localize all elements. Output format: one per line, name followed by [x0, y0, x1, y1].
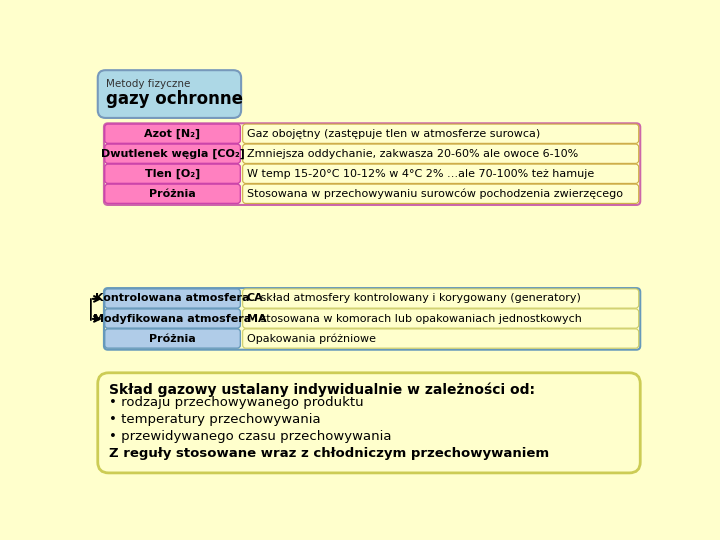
Text: Próżnia: Próżnia: [149, 334, 196, 343]
FancyBboxPatch shape: [104, 124, 240, 143]
FancyBboxPatch shape: [243, 309, 639, 328]
FancyBboxPatch shape: [104, 288, 640, 350]
Text: Azot [N₂]: Azot [N₂]: [145, 129, 201, 139]
FancyBboxPatch shape: [243, 144, 639, 164]
FancyBboxPatch shape: [243, 289, 639, 308]
Text: Dwutlenek węgla [CO₂]: Dwutlenek węgla [CO₂]: [101, 148, 245, 159]
Text: W temp 15-20°C 10-12% w 4°C 2% …ale 70-100% też hamuje: W temp 15-20°C 10-12% w 4°C 2% …ale 70-1…: [246, 169, 594, 179]
FancyBboxPatch shape: [104, 309, 240, 328]
Text: Tlen [O₂]: Tlen [O₂]: [145, 168, 200, 179]
FancyBboxPatch shape: [104, 329, 240, 348]
Text: Próżnia: Próżnia: [149, 189, 196, 199]
Text: • rodzaju przechowywanego produktu: • rodzaju przechowywanego produktu: [109, 396, 363, 409]
Text: • temperatury przechowywania: • temperatury przechowywania: [109, 413, 320, 426]
Text: Opakowania próżniowe: Opakowania próżniowe: [246, 333, 376, 344]
Text: Skład gazowy ustalany indywidualnie w zależności od:: Skład gazowy ustalany indywidualnie w za…: [109, 382, 534, 396]
FancyBboxPatch shape: [104, 184, 240, 204]
FancyBboxPatch shape: [104, 289, 240, 308]
FancyBboxPatch shape: [243, 184, 639, 204]
FancyBboxPatch shape: [104, 164, 240, 184]
Text: skład atmosfery kontrolowany i korygowany (generatory): skład atmosfery kontrolowany i korygowan…: [256, 294, 580, 303]
Text: Kontrolowana atmosfera: Kontrolowana atmosfera: [95, 294, 250, 303]
Text: Stosowana w przechowywaniu surowców pochodzenia zwierzęcego: Stosowana w przechowywaniu surowców poch…: [246, 188, 623, 199]
FancyBboxPatch shape: [98, 373, 640, 473]
FancyBboxPatch shape: [104, 144, 240, 164]
Text: stosowana w komorach lub opakowaniach jednostkowych: stosowana w komorach lub opakowaniach je…: [256, 314, 582, 323]
Text: Gaz obojętny (zastępuje tlen w atmosferze surowca): Gaz obojętny (zastępuje tlen w atmosferz…: [246, 129, 540, 139]
Text: MA: MA: [246, 314, 266, 323]
FancyBboxPatch shape: [98, 70, 241, 118]
Text: CA: CA: [246, 294, 264, 303]
FancyBboxPatch shape: [243, 329, 639, 348]
FancyBboxPatch shape: [243, 124, 639, 143]
FancyBboxPatch shape: [104, 123, 640, 205]
Text: • przewidywanego czasu przechowywania: • przewidywanego czasu przechowywania: [109, 430, 391, 443]
Text: Zmniejsza oddychanie, zakwasza 20-60% ale owoce 6-10%: Zmniejsza oddychanie, zakwasza 20-60% al…: [246, 148, 577, 159]
Text: Metody fizyczne: Metody fizyczne: [106, 79, 190, 90]
Text: Z reguły stosowane wraz z chłodniczym przechowywaniem: Z reguły stosowane wraz z chłodniczym pr…: [109, 447, 549, 460]
FancyBboxPatch shape: [243, 164, 639, 184]
Text: Modyfikowana atmosfera: Modyfikowana atmosfera: [94, 314, 252, 323]
Text: gazy ochronne: gazy ochronne: [106, 90, 243, 108]
